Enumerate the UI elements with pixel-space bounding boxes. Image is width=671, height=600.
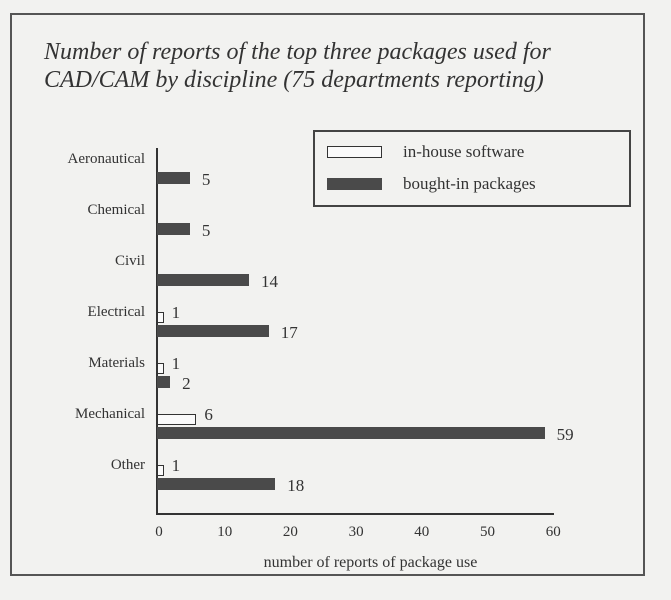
chart-title-line-1: Number of reports of the top three packa… xyxy=(44,39,551,65)
legend: in-house software bought-in packages xyxy=(313,130,631,207)
bar-bought-in xyxy=(157,172,190,184)
x-tick-label: 10 xyxy=(217,524,233,540)
legend-item-in-house: in-house software xyxy=(327,142,524,162)
category-label: Aeronautical xyxy=(67,151,145,167)
bar-bought-in xyxy=(157,427,545,439)
x-axis-line xyxy=(156,513,554,515)
category-label: Electrical xyxy=(87,304,145,320)
value-label-in-house: 1 xyxy=(171,303,181,322)
bar-bought-in xyxy=(157,274,249,286)
figure-frame xyxy=(10,13,645,576)
legend-item-bought-in: bought-in packages xyxy=(327,174,536,194)
value-label-in-house: 1 xyxy=(171,354,181,373)
chart-title-line-2: CAD/CAM by discipline (75 departments re… xyxy=(44,67,544,93)
value-label-bought-in: 17 xyxy=(280,323,298,342)
value-label-bought-in: 14 xyxy=(260,272,278,291)
category-label: Other xyxy=(110,457,145,473)
bar-in-house xyxy=(157,363,164,374)
legend-label-bought-in: bought-in packages xyxy=(403,174,536,193)
value-label-bought-in: 59 xyxy=(556,425,574,444)
legend-swatch-bought-in xyxy=(327,178,382,190)
bar-bought-in xyxy=(157,223,190,235)
x-tick-label: 0 xyxy=(155,524,163,540)
bar-in-house xyxy=(157,465,164,476)
value-label-bought-in: 2 xyxy=(182,374,191,393)
bar-bought-in xyxy=(157,376,171,388)
category-label: Mechanical xyxy=(75,406,145,422)
category-label: Materials xyxy=(88,355,145,371)
x-tick-label: 20 xyxy=(282,524,298,540)
x-axis-label: number of reports of package use xyxy=(263,554,478,571)
x-tick-label: 30 xyxy=(348,524,364,540)
bar-bought-in xyxy=(157,325,269,337)
value-label-bought-in: 5 xyxy=(201,170,211,189)
x-tick-label: 40 xyxy=(414,524,430,540)
legend-label-in-house: in-house software xyxy=(403,142,525,161)
value-label-bought-in: 18 xyxy=(287,476,305,495)
x-tick-label: 50 xyxy=(480,524,495,540)
x-tick-label: 60 xyxy=(545,524,561,540)
category-label: Civil xyxy=(114,253,145,269)
chart-title: Number of reports of the top three packa… xyxy=(44,38,644,94)
bar-in-house xyxy=(157,414,197,425)
value-label-bought-in: 5 xyxy=(201,221,211,240)
value-label-in-house: 6 xyxy=(204,405,213,424)
category-label: Chemical xyxy=(87,202,145,218)
legend-swatch-in-house xyxy=(327,146,382,158)
bar-bought-in xyxy=(157,478,276,490)
value-label-in-house: 1 xyxy=(171,456,181,475)
bar-in-house xyxy=(157,312,164,323)
